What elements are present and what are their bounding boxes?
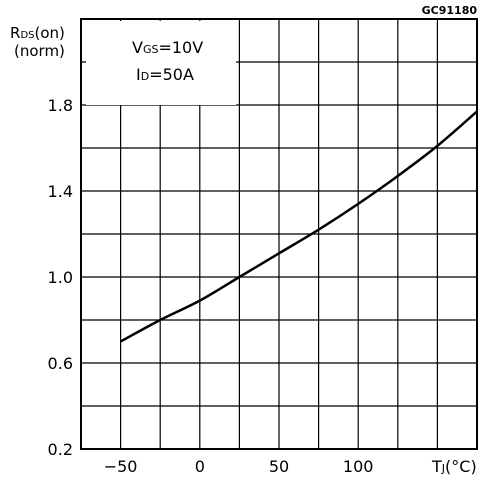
x-tick-label: 50 [269, 457, 289, 476]
figure-code: GC91180 [422, 4, 478, 17]
y-tick-label: 0.2 [48, 440, 73, 459]
x-axis-label: TJ(°C) [431, 457, 477, 476]
annotation-id: ID=50A [136, 65, 194, 84]
annotation-box [86, 21, 236, 105]
series-line-rds-on [120, 110, 478, 343]
x-tick-label: −50 [104, 457, 138, 476]
x-tick-labels: −50 0 50 100 [104, 457, 374, 476]
y-tick-label: 1.8 [48, 96, 73, 115]
plot-frame [80, 18, 478, 450]
y-tick-labels: 0.2 0.6 1.0 1.4 1.8 [48, 96, 73, 459]
y-tick-label: 1.0 [48, 268, 73, 287]
y-axis-unit: (norm) [14, 42, 65, 60]
y-axis-label: RDS(on) [10, 24, 65, 42]
annotation-vgs: VGS=10V [132, 38, 203, 57]
grid-lines [81, 19, 477, 449]
x-tick-label: 0 [195, 457, 205, 476]
x-tick-label: 100 [343, 457, 374, 476]
y-tick-label: 1.4 [48, 182, 73, 201]
y-tick-label: 0.6 [48, 354, 73, 373]
